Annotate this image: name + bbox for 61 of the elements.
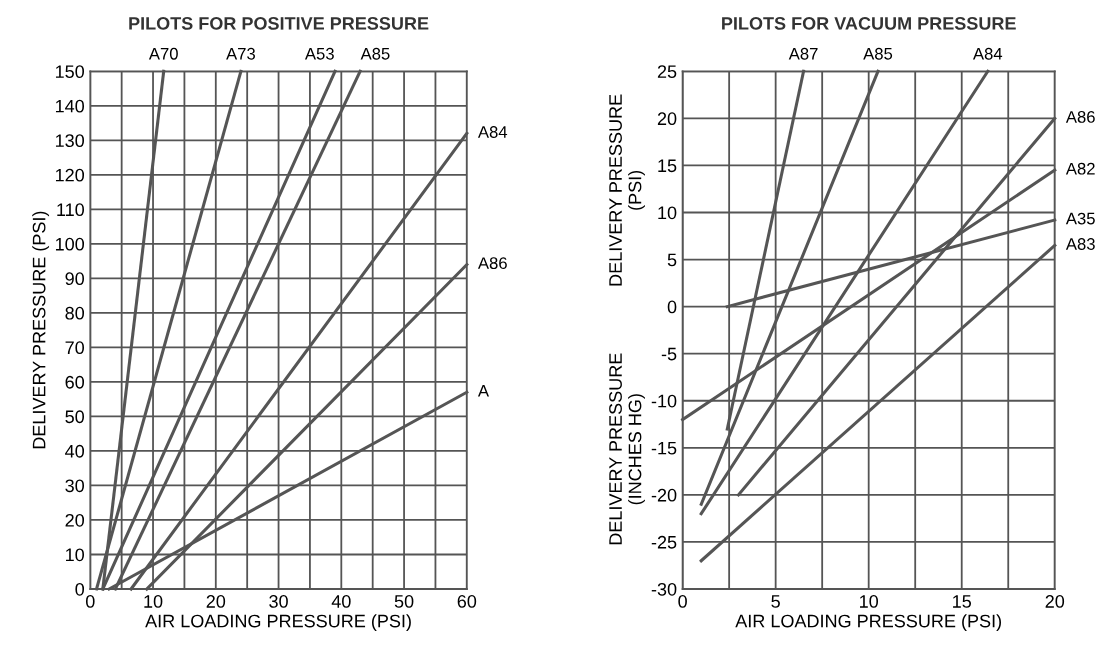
y-tick-label: -5 bbox=[661, 347, 677, 361]
x-tick-label: 15 bbox=[953, 595, 972, 608]
x-axis-title: AIR LOADING PRESSURE (PSI) bbox=[735, 614, 1001, 631]
y-tick-label: 40 bbox=[65, 444, 85, 458]
y-tick-label: 80 bbox=[65, 306, 85, 320]
y-tick-label: -15 bbox=[651, 441, 677, 455]
y-tick-label: 120 bbox=[55, 168, 85, 182]
y-tick-label: 20 bbox=[657, 112, 677, 126]
y-tick-label: 10 bbox=[658, 206, 677, 220]
y-tick-label: 90 bbox=[65, 272, 85, 286]
x-tick-label: 0 bbox=[85, 595, 95, 608]
series-label: A73 bbox=[226, 47, 255, 60]
x-tick-label: 5 bbox=[771, 595, 780, 608]
y-tick-label: -30 bbox=[651, 582, 677, 596]
y-tick-label: 0 bbox=[667, 300, 677, 314]
x-tick-label: 30 bbox=[269, 595, 288, 608]
series-label: A70 bbox=[148, 47, 178, 60]
y-tick-label: 50 bbox=[65, 410, 85, 424]
series-label: A86 bbox=[477, 257, 507, 270]
series-label: A87 bbox=[788, 47, 818, 60]
series-label: A82 bbox=[1065, 162, 1095, 175]
series-label: A86 bbox=[1065, 111, 1095, 123]
y-tick-label: 60 bbox=[65, 375, 85, 389]
x-tick-label: 50 bbox=[394, 595, 414, 608]
y-axis-title: DELIVERY PRESSURE (PSI) bbox=[609, 94, 645, 286]
x-tick-label: 20 bbox=[1045, 595, 1065, 608]
y-tick-label: 100 bbox=[55, 237, 85, 251]
y-tick-label: 110 bbox=[57, 203, 85, 217]
x-axis-title: AIR LOADING PRESSURE (PSI) bbox=[145, 614, 411, 631]
series-label: A84 bbox=[972, 47, 1003, 60]
x-tick-label: 20 bbox=[206, 595, 226, 608]
y-tick-label: -10 bbox=[651, 394, 677, 408]
y-tick-label: -20 bbox=[651, 488, 677, 502]
x-tick-label: 10 bbox=[144, 595, 163, 608]
y-tick-label: 0 bbox=[75, 582, 85, 596]
y-tick-label: 30 bbox=[65, 479, 85, 493]
text: DELIVERY PRESSURE (INCHES HG) bbox=[609, 353, 645, 545]
series-label: A bbox=[477, 385, 490, 397]
series-label: A84 bbox=[477, 126, 508, 138]
y-tick-label: 130 bbox=[55, 134, 85, 148]
y-tick-label: 70 bbox=[65, 341, 85, 355]
y-tick-label: 25 bbox=[657, 65, 677, 79]
y-tick-label: -25 bbox=[651, 535, 677, 549]
y-tick-label: 20 bbox=[65, 513, 85, 527]
series-label: A35 bbox=[1065, 212, 1095, 225]
series-label: A85 bbox=[863, 47, 893, 60]
y-axis-title: DELIVERY PRESSURE (PSI) bbox=[32, 211, 50, 449]
chart-title: PILOTS FOR POSITIVE PRESSURE bbox=[129, 17, 429, 30]
y-tick-label: 10 bbox=[66, 548, 85, 562]
series-label: A53 bbox=[304, 47, 334, 60]
chart-title: PILOTS FOR VACUUM PRESSURE bbox=[722, 17, 1016, 30]
y-tick-label: 150 bbox=[55, 65, 85, 79]
x-tick-label: 0 bbox=[678, 595, 687, 608]
series-label: A85 bbox=[360, 47, 390, 60]
x-tick-label: 10 bbox=[860, 595, 879, 608]
y-tick-label: 15 bbox=[658, 159, 677, 173]
y-tick-label: 5 bbox=[667, 253, 677, 267]
x-tick-label: 40 bbox=[331, 595, 351, 608]
series-label: A83 bbox=[1065, 238, 1095, 250]
x-tick-label: 60 bbox=[457, 595, 477, 608]
y-tick-label: 140 bbox=[55, 99, 85, 113]
